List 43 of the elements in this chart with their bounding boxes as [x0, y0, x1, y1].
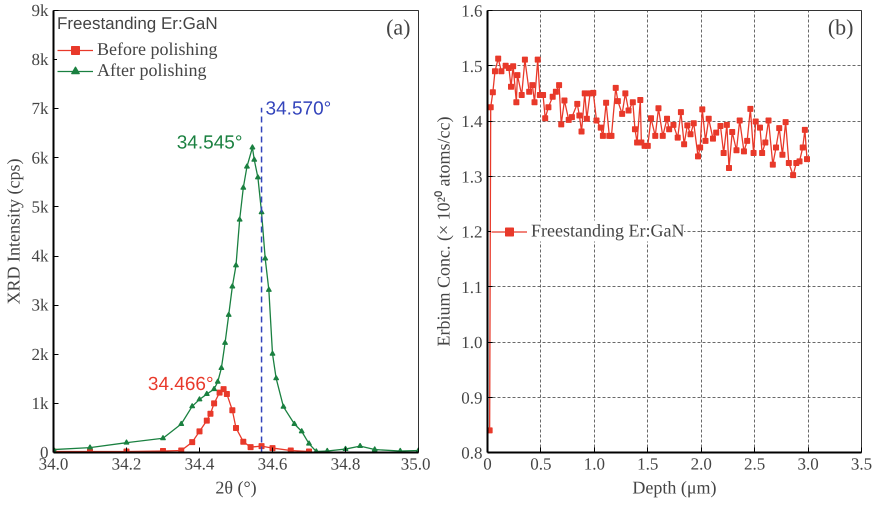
annotation: 34.545° [176, 132, 242, 154]
y-tick-label: 7k [32, 99, 49, 118]
x-tick-label: 34.4 [184, 454, 215, 474]
x-tick-label: 34.2 [112, 454, 142, 474]
x-tick-label: 35.0 [400, 454, 430, 474]
x-tick-label: 1.5 [637, 454, 658, 474]
y-axis-title: Erbium Conc. (× 10²⁰ atoms/cc) [433, 116, 454, 346]
x-axis-title: 2θ (°) [215, 478, 257, 498]
annotation: 34.466° [148, 374, 214, 396]
y-tick-label: 1.1 [461, 278, 482, 297]
y-tick-label: 1.6 [461, 2, 482, 20]
y-tick-label: 3k [32, 296, 49, 315]
x-tick-label: 2.0 [690, 454, 712, 474]
x-tick-label: 2.5 [744, 454, 766, 474]
y-tick-label: 4k [32, 246, 49, 266]
y-tick-label: 0.8 [461, 444, 482, 462]
y-tick-label: 6k [32, 148, 49, 168]
legend-title: Freestanding Er:GaN [57, 14, 218, 34]
y-tick-label: 1.2 [461, 222, 482, 242]
y-tick-label: 8k [32, 50, 49, 70]
legend-label: Freestanding Er:GaN [531, 220, 684, 242]
y-tick-label: 1.4 [461, 112, 483, 131]
x-tick-label: 3.5 [850, 454, 872, 474]
y-axis-title: XRD Intensity (cps) [4, 158, 24, 304]
y-tick-label: 1k [32, 394, 49, 413]
x-tick-label: 34.6 [258, 454, 288, 474]
legend-label: After polishing [97, 60, 206, 81]
x-tick-label: 34.8 [330, 454, 360, 474]
y-tick-label: 5k [32, 197, 49, 216]
x-tick-label: 0.5 [530, 454, 552, 474]
annotation: (a) [386, 14, 411, 40]
y-tick-label: 0.9 [461, 388, 482, 408]
y-tick-label: 1.5 [461, 56, 482, 76]
y-tick-label: 1.3 [461, 167, 482, 186]
y-tick-label: 1.0 [461, 333, 482, 352]
ref-line-label: 34.570° [266, 98, 332, 120]
x-tick-label: 3.0 [797, 454, 819, 474]
y-tick-label: 9k [32, 1, 49, 20]
legend-label: Before polishing [97, 39, 218, 60]
x-axis-title: Depth (μm) [632, 478, 717, 498]
annotation: (b) [828, 14, 854, 40]
x-tick-label: 1.0 [584, 454, 605, 474]
y-tick-label: 2k [32, 344, 49, 364]
